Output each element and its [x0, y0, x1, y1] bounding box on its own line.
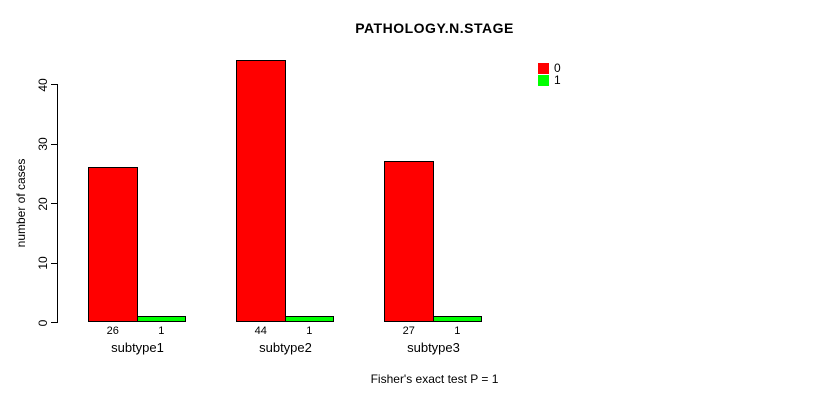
- legend-swatch: [538, 62, 549, 74]
- y-tick-label: 0: [36, 319, 50, 326]
- bar-value-label: 44: [254, 325, 267, 337]
- bar-series1-subtype3: [432, 316, 482, 322]
- y-tick-label: 30: [36, 137, 50, 151]
- y-axis-tick: [51, 262, 57, 264]
- caption: Fisher's exact test P = 1: [370, 372, 499, 386]
- category-label: subtype3: [407, 340, 460, 355]
- bar-value-label: 1: [306, 325, 313, 337]
- bar-value-label: 1: [158, 325, 165, 337]
- y-axis-tick: [51, 143, 57, 145]
- bar-value-label: 27: [402, 325, 415, 337]
- category-label: subtype2: [259, 340, 312, 355]
- bar-series1-subtype2: [284, 316, 334, 322]
- legend-label: 1: [554, 73, 561, 87]
- y-tick-label: 20: [36, 196, 50, 211]
- y-axis-tick: [51, 84, 57, 85]
- legend-item: 1: [538, 74, 561, 86]
- bar-series0-subtype1: [88, 167, 138, 322]
- legend-label: 0: [554, 61, 561, 75]
- y-axis-tick: [51, 203, 57, 204]
- bar-value-label: 1: [454, 325, 461, 337]
- legend-swatch: [538, 74, 549, 86]
- bar-series1-subtype1: [136, 316, 186, 322]
- legend-item: 0: [538, 62, 561, 74]
- y-tick-label: 10: [36, 256, 50, 270]
- bar-series0-subtype3: [384, 161, 434, 322]
- bar-value-label: 26: [106, 325, 119, 337]
- y-axis-tick: [51, 322, 57, 323]
- bar-series0-subtype2: [236, 60, 286, 322]
- y-axis-line: [57, 84, 58, 323]
- chart-title: PATHOLOGY.N.STAGE: [355, 20, 514, 36]
- y-tick-label: 40: [36, 77, 50, 92]
- category-label: subtype1: [111, 340, 164, 355]
